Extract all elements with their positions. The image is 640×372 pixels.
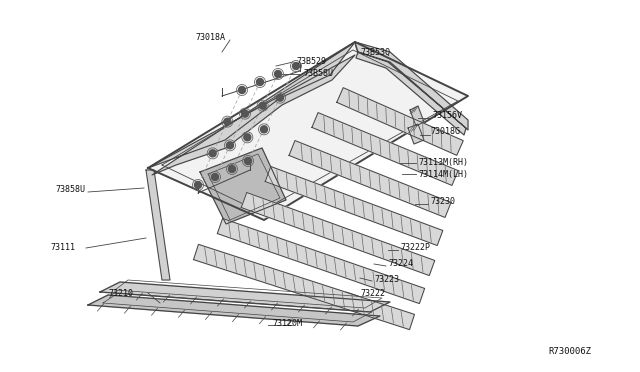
Text: 73113M(RH): 73113M(RH) bbox=[418, 158, 468, 167]
Circle shape bbox=[257, 78, 264, 86]
Text: 73114M(LH): 73114M(LH) bbox=[418, 170, 468, 179]
Circle shape bbox=[209, 150, 216, 157]
Circle shape bbox=[241, 110, 248, 117]
Circle shape bbox=[259, 102, 266, 109]
Text: 73858U: 73858U bbox=[55, 186, 85, 195]
Polygon shape bbox=[312, 113, 458, 185]
Circle shape bbox=[227, 142, 234, 149]
Circle shape bbox=[244, 157, 252, 164]
Polygon shape bbox=[100, 282, 390, 312]
Text: 73B58U: 73B58U bbox=[303, 70, 333, 78]
Polygon shape bbox=[193, 244, 415, 330]
Text: 73111: 73111 bbox=[50, 244, 75, 253]
Circle shape bbox=[224, 118, 231, 125]
Circle shape bbox=[244, 134, 251, 141]
Polygon shape bbox=[218, 218, 424, 304]
Circle shape bbox=[239, 87, 246, 93]
Polygon shape bbox=[148, 42, 468, 220]
Circle shape bbox=[260, 126, 268, 133]
Text: 73224: 73224 bbox=[388, 260, 413, 269]
Text: 73156V: 73156V bbox=[432, 110, 462, 119]
Text: 73B53Q: 73B53Q bbox=[360, 48, 390, 57]
Polygon shape bbox=[355, 42, 468, 135]
Polygon shape bbox=[265, 167, 443, 246]
Text: 73223: 73223 bbox=[374, 275, 399, 283]
Text: 73222: 73222 bbox=[360, 289, 385, 298]
Text: 73230: 73230 bbox=[430, 198, 455, 206]
Polygon shape bbox=[241, 192, 435, 276]
Polygon shape bbox=[410, 106, 424, 126]
Text: 73120M: 73120M bbox=[272, 318, 302, 327]
Circle shape bbox=[228, 166, 236, 173]
Circle shape bbox=[276, 94, 284, 101]
Text: 73018A: 73018A bbox=[195, 33, 225, 42]
Polygon shape bbox=[200, 148, 286, 224]
Circle shape bbox=[275, 71, 282, 77]
Polygon shape bbox=[148, 42, 355, 175]
Text: 73B529: 73B529 bbox=[296, 58, 326, 67]
Text: R730006Z: R730006Z bbox=[548, 347, 591, 356]
Circle shape bbox=[195, 182, 202, 189]
Text: 73222P: 73222P bbox=[400, 244, 430, 253]
Circle shape bbox=[292, 62, 300, 70]
Polygon shape bbox=[289, 141, 451, 218]
Polygon shape bbox=[146, 170, 170, 280]
Polygon shape bbox=[408, 124, 424, 144]
Circle shape bbox=[211, 173, 218, 180]
Polygon shape bbox=[88, 295, 380, 326]
Polygon shape bbox=[337, 88, 463, 155]
Text: 73018G: 73018G bbox=[430, 128, 460, 137]
Text: 73210: 73210 bbox=[108, 289, 133, 298]
